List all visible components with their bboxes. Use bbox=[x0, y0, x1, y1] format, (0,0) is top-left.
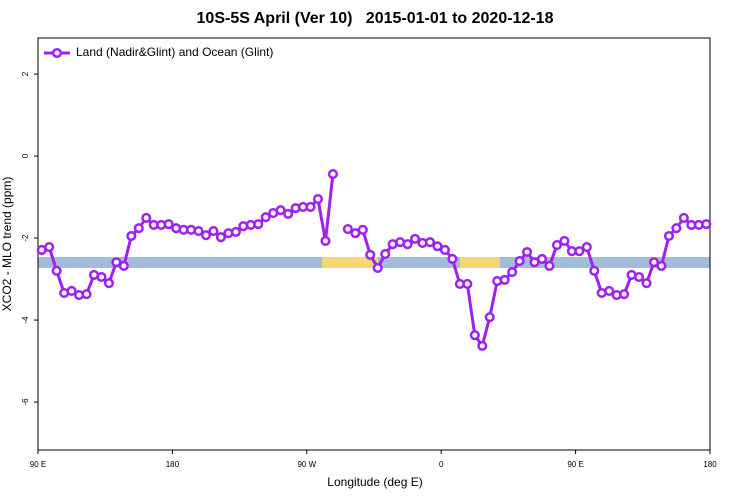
data-point bbox=[439, 244, 450, 255]
data-point bbox=[507, 267, 518, 278]
y-tick-label: -4 bbox=[21, 316, 30, 324]
data-point bbox=[96, 271, 107, 283]
data-point bbox=[581, 242, 592, 253]
data-point bbox=[648, 257, 660, 268]
data-point bbox=[208, 226, 219, 237]
x-tick-label: 90 E bbox=[30, 460, 46, 469]
y-tick-label: 0 bbox=[21, 153, 30, 158]
y-tick-label: -6 bbox=[21, 398, 30, 406]
x-axis-label: Longitude (deg E) bbox=[327, 475, 422, 489]
data-point bbox=[103, 278, 114, 289]
data-point bbox=[141, 212, 152, 224]
data-point bbox=[253, 219, 264, 230]
data-point bbox=[193, 226, 204, 237]
data-point bbox=[634, 271, 645, 283]
data-point bbox=[447, 253, 458, 265]
data-point bbox=[402, 239, 413, 250]
x-tick-label: 180 bbox=[166, 460, 180, 469]
data-point bbox=[559, 235, 570, 246]
data-point bbox=[462, 278, 473, 290]
data-point bbox=[671, 223, 682, 234]
data-point bbox=[656, 260, 667, 271]
data-point bbox=[536, 253, 548, 265]
data-point bbox=[484, 312, 495, 323]
data-point bbox=[514, 255, 525, 267]
data-point bbox=[126, 230, 137, 242]
data-point bbox=[619, 289, 630, 300]
data-point bbox=[365, 249, 376, 260]
data-point bbox=[410, 233, 421, 244]
data-point bbox=[380, 248, 391, 260]
legend-label: Land (Nadir&Glint) and Ocean (Glint) bbox=[76, 45, 273, 59]
data-point bbox=[522, 246, 533, 258]
data-point bbox=[320, 235, 331, 246]
x-tick-label: 90 E bbox=[567, 460, 583, 469]
data-point bbox=[163, 219, 174, 230]
data-point bbox=[551, 239, 562, 251]
data-point bbox=[44, 242, 55, 253]
data-point bbox=[118, 260, 129, 271]
plot-frame bbox=[37, 37, 711, 451]
data-point bbox=[424, 237, 436, 248]
data-point bbox=[215, 232, 226, 243]
data-point bbox=[357, 224, 368, 235]
data-point bbox=[499, 274, 510, 285]
y-tick-label: -2 bbox=[21, 234, 30, 242]
data-point bbox=[230, 226, 241, 237]
data-point bbox=[312, 194, 324, 205]
data-point bbox=[477, 340, 488, 351]
x-tick-label: 90 W bbox=[297, 460, 316, 469]
data-point bbox=[81, 289, 92, 300]
data-point bbox=[305, 201, 316, 212]
data-point bbox=[260, 212, 271, 223]
data-point bbox=[327, 169, 338, 180]
data-point bbox=[469, 330, 480, 341]
data-point bbox=[133, 223, 144, 234]
x-tick-label: 180 bbox=[703, 460, 717, 469]
data-point bbox=[678, 212, 689, 224]
data-point bbox=[604, 285, 615, 296]
data-point bbox=[544, 260, 555, 271]
y-axis-label: XCO2 - MLO trend (ppm) bbox=[0, 177, 14, 312]
data-point bbox=[589, 265, 600, 276]
data-point bbox=[51, 265, 62, 276]
data-point bbox=[663, 230, 674, 242]
data-point bbox=[574, 246, 585, 257]
data-point bbox=[275, 205, 286, 216]
chart-title: 10S-5S April (Ver 10) 2015-01-01 to 2020… bbox=[197, 10, 554, 27]
legend-marker bbox=[51, 47, 63, 59]
data-point bbox=[641, 278, 652, 289]
data-point bbox=[701, 219, 712, 230]
data-point bbox=[342, 223, 353, 235]
data-point bbox=[432, 241, 443, 252]
x-tick-label: 0 bbox=[439, 460, 444, 469]
y-tick-label: 2 bbox=[21, 71, 30, 76]
land-strip bbox=[322, 257, 378, 268]
data-point bbox=[200, 230, 212, 241]
data-point bbox=[66, 285, 77, 296]
data-point bbox=[111, 257, 122, 268]
data-point bbox=[372, 262, 383, 274]
data-point bbox=[283, 208, 294, 219]
land-strip bbox=[460, 257, 500, 268]
